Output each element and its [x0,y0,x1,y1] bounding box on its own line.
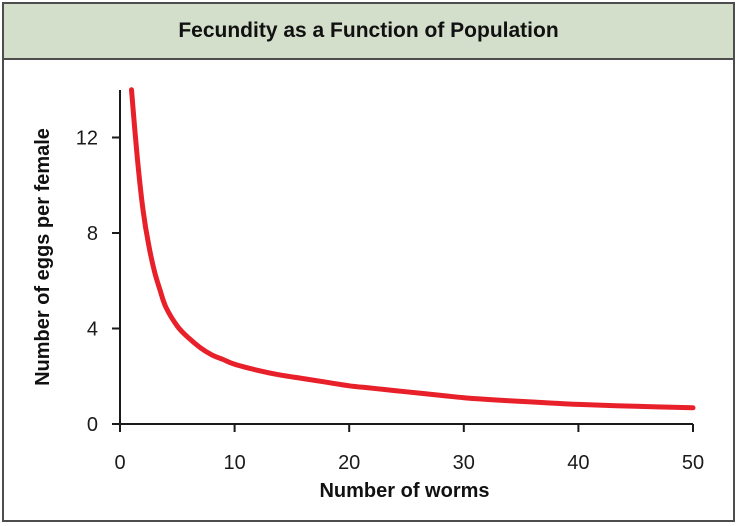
x-tick-label: 20 [338,452,360,474]
series-line-0 [129,87,696,411]
x-tick-label: 30 [453,452,475,474]
x-tick-label: 50 [682,452,704,474]
y-tick-label: 12 [76,128,98,150]
x-tick-label: 40 [567,452,589,474]
y-tick-label: 0 [87,414,98,436]
y-axis-title: Number of eggs per female [32,128,54,386]
y-tick-label: 8 [87,223,98,245]
title-bar: Fecundity as a Function of Population [4,4,733,60]
y-tick-label: 4 [87,319,98,341]
x-tick-label: 10 [223,452,245,474]
x-axis-title: Number of worms [319,480,489,502]
x-tick-label: 0 [114,452,125,474]
chart-title: Fecundity as a Function of Population [178,19,559,42]
